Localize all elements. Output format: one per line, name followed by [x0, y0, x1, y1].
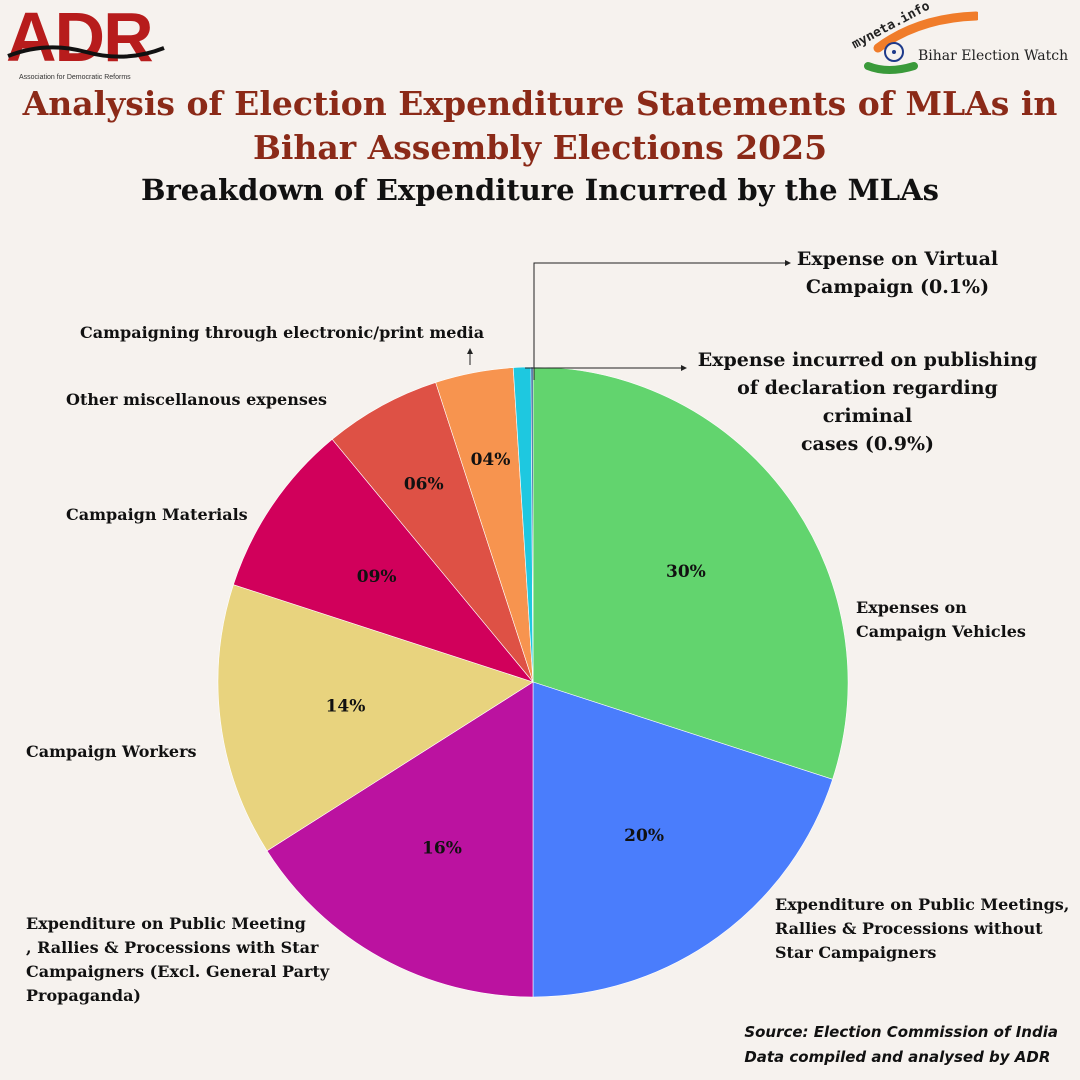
chart-subtitle: Breakdown of Expenditure Incurred by the… — [141, 173, 939, 207]
flag-swoosh-icon — [864, 11, 978, 74]
label-meetings-with-star: Expenditure on Public Meeting , Rallies … — [26, 914, 330, 1005]
adr-logo-swoosh-icon — [7, 45, 165, 59]
percent-labels: 30% 20% 16% 14% 09% 06% 04% — [326, 450, 706, 858]
pie-percent-label-6: 06% — [404, 474, 444, 494]
bihar-election-watch-text: Bihar Election Watch — [918, 48, 1069, 64]
pie-percent-label-4: 14% — [326, 697, 366, 717]
pie-percent-label-1: 30% — [666, 562, 706, 582]
label-misc-expenses: Other miscellanous expenses — [66, 390, 328, 409]
source-note: Source: Election Commission of India Dat… — [744, 1023, 1058, 1066]
page-title-line-1: Analysis of Election Expenditure Stateme… — [22, 84, 1058, 123]
pie-percent-label-2: 20% — [624, 826, 664, 846]
bihar-election-watch-logo: myneta.info Bihar Election Watch — [848, 0, 1076, 80]
pie-percent-label-3: 16% — [422, 839, 462, 859]
label-campaign-workers: Campaign Workers — [26, 742, 197, 761]
label-meetings-without-star: Expenditure on Public Meetings, Rallies … — [775, 895, 1070, 962]
leader-arrow-virtual — [785, 260, 791, 266]
pie-slice-1 — [532, 366, 849, 780]
label-virtual-campaign: Expense on Virtual Campaign (0.1%) — [796, 248, 999, 298]
pie-slice-9 — [530, 366, 534, 683]
page-title-line-2: Bihar Assembly Elections 2025 — [252, 128, 828, 167]
page-title: Analysis of Election Expenditure Stateme… — [0, 82, 1080, 170]
label-campaign-materials: Campaign Materials — [66, 505, 248, 524]
adr-logo-subtext: Association for Democratic Reforms — [19, 74, 131, 81]
pie-slice-3 — [266, 681, 534, 998]
leader-arrow-criminal — [681, 365, 687, 371]
leader-lines — [467, 260, 791, 380]
label-electronic-print-media: Campaigning through electronic/print med… — [80, 323, 485, 342]
pie-slice-2 — [532, 681, 833, 998]
leader-arrow-media — [467, 348, 473, 354]
pie-slice-4 — [217, 584, 534, 852]
label-campaign-vehicles: Expenses on Campaign Vehicles — [856, 598, 1026, 641]
adr-logo: ADR Association for Democratic Reforms — [6, 2, 171, 81]
pie-slice-5 — [233, 438, 534, 683]
pie-slice-6 — [331, 382, 534, 683]
label-criminal-declaration: Expense incurred on publishing of declar… — [697, 349, 1038, 455]
pie-slices — [217, 366, 849, 998]
adr-logo-mark: ADR — [6, 0, 154, 76]
pie-percent-label-5: 09% — [357, 567, 397, 587]
pie-percent-label-7: 04% — [471, 450, 511, 470]
leader-line-virtual — [533, 262, 786, 380]
